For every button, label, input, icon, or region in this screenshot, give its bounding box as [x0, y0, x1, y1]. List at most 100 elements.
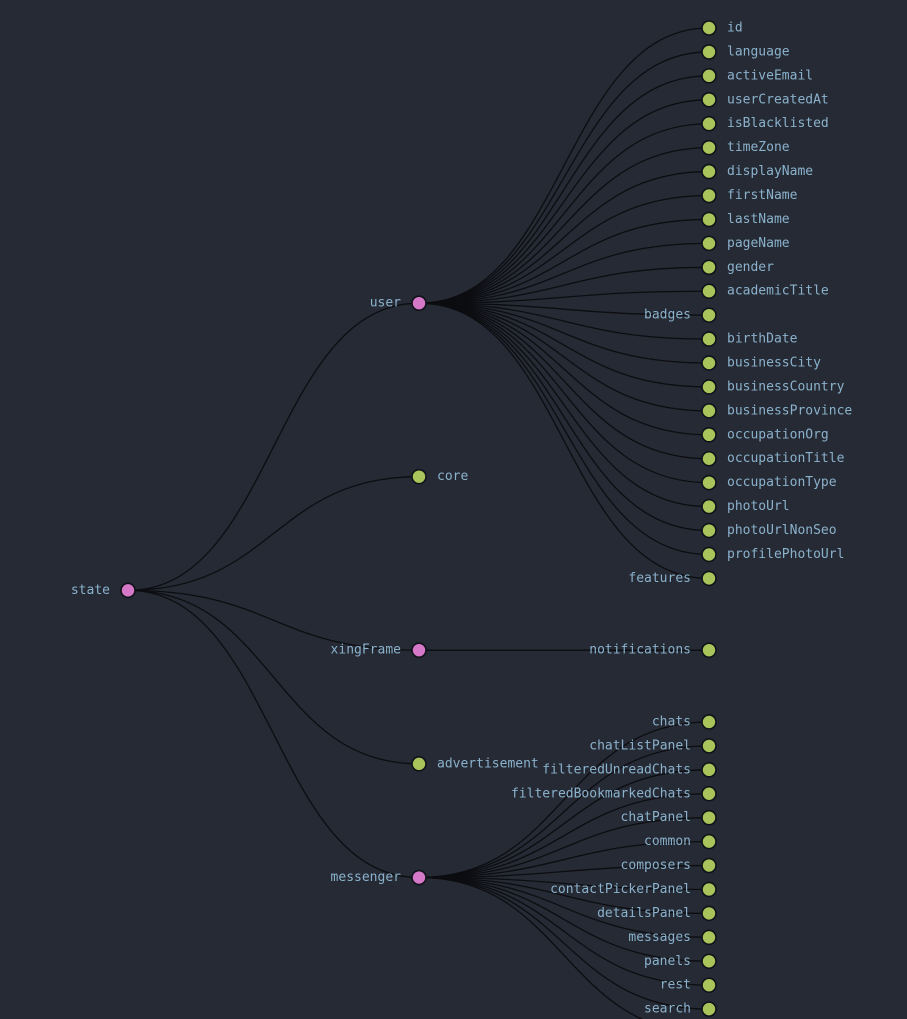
- node-label-active-email[interactable]: activeEmail: [727, 68, 813, 83]
- node-label-details-panel[interactable]: detailsPanel: [597, 906, 691, 921]
- collapsed-node-icon[interactable]: [701, 857, 717, 874]
- node-label-is-blacklisted[interactable]: isBlacklisted: [727, 116, 829, 131]
- node-first-name[interactable]: firstName: [701, 187, 798, 204]
- node-occupation-org[interactable]: occupationOrg: [701, 427, 829, 443]
- node-time-zone[interactable]: timeZone: [701, 139, 790, 156]
- node-label-composers[interactable]: composers: [621, 858, 691, 873]
- collapsed-node-icon[interactable]: [701, 355, 717, 371]
- node-rest[interactable]: rest: [660, 977, 717, 994]
- node-occupation-title[interactable]: occupationTitle: [701, 450, 845, 467]
- node-core[interactable]: core: [411, 468, 468, 485]
- collapsed-node-icon[interactable]: [411, 468, 427, 485]
- node-common[interactable]: common: [644, 833, 717, 850]
- node-label-first-name[interactable]: firstName: [727, 188, 798, 203]
- collapsed-node-icon[interactable]: [701, 953, 717, 970]
- node-label-user-created-at[interactable]: userCreatedAt: [727, 92, 829, 107]
- node-advertisement[interactable]: advertisement: [411, 756, 539, 772]
- collapsed-node-icon[interactable]: [701, 211, 717, 228]
- collapsed-node-icon[interactable]: [701, 163, 717, 180]
- node-label-page-name[interactable]: pageName: [727, 236, 790, 251]
- node-label-time-zone[interactable]: timeZone: [727, 140, 790, 155]
- node-label-birth-date[interactable]: birthDate: [727, 332, 798, 347]
- node-business-city[interactable]: businessCity: [701, 355, 821, 371]
- node-filtered-bookmarked-chats[interactable]: filteredBookmarkedChats: [511, 785, 717, 802]
- node-label-occupation-title[interactable]: occupationTitle: [727, 451, 845, 466]
- node-label-business-city[interactable]: businessCity: [727, 356, 821, 371]
- node-label-id[interactable]: id: [727, 21, 743, 36]
- node-label-filtered-bookmarked-chats[interactable]: filteredBookmarkedChats: [511, 786, 691, 801]
- collapsed-node-icon[interactable]: [701, 139, 717, 156]
- node-badges[interactable]: badges: [644, 307, 717, 323]
- node-label-last-name[interactable]: lastName: [727, 212, 790, 227]
- node-composers[interactable]: composers: [621, 857, 717, 874]
- collapsed-node-icon[interactable]: [701, 20, 717, 36]
- expanded-node-icon[interactable]: [411, 642, 427, 658]
- collapsed-node-icon[interactable]: [701, 738, 717, 754]
- collapsed-node-icon[interactable]: [701, 762, 717, 778]
- node-label-occupation-org[interactable]: occupationOrg: [727, 427, 829, 442]
- node-user-created-at[interactable]: userCreatedAt: [701, 91, 829, 108]
- node-birth-date[interactable]: birthDate: [701, 331, 798, 347]
- collapsed-node-icon[interactable]: [701, 259, 717, 276]
- node-label-rest[interactable]: rest: [660, 978, 691, 993]
- node-label-contact-picker-panel[interactable]: contactPickerPanel: [550, 882, 691, 897]
- node-label-display-name[interactable]: displayName: [727, 164, 813, 179]
- collapsed-node-icon[interactable]: [701, 474, 717, 491]
- node-notifications[interactable]: notifications: [589, 642, 717, 658]
- expanded-node-icon[interactable]: [411, 869, 427, 886]
- node-last-name[interactable]: lastName: [701, 211, 790, 228]
- node-state[interactable]: state: [71, 582, 136, 599]
- node-label-language[interactable]: language: [727, 44, 790, 59]
- collapsed-node-icon[interactable]: [701, 833, 717, 850]
- node-xing-frame[interactable]: xingFrame: [331, 642, 427, 658]
- node-panels[interactable]: panels: [644, 953, 717, 970]
- node-label-core[interactable]: core: [437, 469, 468, 484]
- node-label-profile-photo-url[interactable]: profilePhotoUrl: [727, 547, 844, 562]
- collapsed-node-icon[interactable]: [411, 756, 427, 772]
- collapsed-node-icon[interactable]: [701, 546, 717, 563]
- collapsed-node-icon[interactable]: [701, 929, 717, 946]
- node-chat-panel[interactable]: chatPanel: [621, 809, 717, 826]
- node-label-features[interactable]: features: [628, 571, 691, 586]
- node-details-panel[interactable]: detailsPanel: [597, 905, 717, 922]
- collapsed-node-icon[interactable]: [701, 427, 717, 443]
- collapsed-node-icon[interactable]: [701, 809, 717, 826]
- node-user[interactable]: user: [370, 295, 427, 311]
- collapsed-node-icon[interactable]: [701, 68, 717, 84]
- collapsed-node-icon[interactable]: [701, 235, 717, 252]
- node-active-email[interactable]: activeEmail: [701, 68, 813, 84]
- node-label-messages[interactable]: messages: [628, 930, 691, 945]
- node-business-country[interactable]: businessCountry: [701, 379, 845, 395]
- collapsed-node-icon[interactable]: [701, 977, 717, 994]
- node-label-photo-url-non-seo[interactable]: photoUrlNonSeo: [727, 523, 837, 538]
- collapsed-node-icon[interactable]: [701, 522, 717, 539]
- node-label-search[interactable]: search: [644, 1002, 691, 1017]
- node-label-notifications[interactable]: notifications: [589, 643, 691, 658]
- node-label-chats[interactable]: chats: [652, 714, 691, 729]
- expanded-node-icon[interactable]: [411, 295, 427, 311]
- node-is-blacklisted[interactable]: isBlacklisted: [701, 115, 829, 132]
- expanded-node-icon[interactable]: [120, 582, 136, 599]
- collapsed-node-icon[interactable]: [701, 714, 717, 730]
- node-label-chat-list-panel[interactable]: chatListPanel: [589, 738, 691, 753]
- node-label-gender[interactable]: gender: [727, 260, 774, 275]
- collapsed-node-icon[interactable]: [701, 1001, 717, 1017]
- node-label-chat-panel[interactable]: chatPanel: [621, 810, 691, 825]
- collapsed-node-icon[interactable]: [701, 785, 717, 802]
- node-search[interactable]: search: [644, 1001, 717, 1017]
- node-display-name[interactable]: displayName: [701, 163, 813, 180]
- collapsed-node-icon[interactable]: [701, 115, 717, 132]
- collapsed-node-icon[interactable]: [701, 331, 717, 347]
- node-label-xing-frame[interactable]: xingFrame: [331, 643, 402, 658]
- node-chat-list-panel[interactable]: chatListPanel: [589, 738, 717, 754]
- node-label-filtered-unread-chats[interactable]: filteredUnreadChats: [542, 762, 691, 777]
- node-chats[interactable]: chats: [652, 714, 717, 730]
- collapsed-node-icon[interactable]: [701, 307, 717, 323]
- collapsed-node-icon[interactable]: [701, 91, 717, 108]
- node-label-photo-url[interactable]: photoUrl: [727, 499, 790, 514]
- node-language[interactable]: language: [701, 44, 790, 60]
- collapsed-node-icon[interactable]: [701, 642, 717, 658]
- node-label-academic-title[interactable]: academicTitle: [727, 284, 829, 299]
- node-features[interactable]: features: [628, 570, 717, 587]
- collapsed-node-icon[interactable]: [701, 905, 717, 922]
